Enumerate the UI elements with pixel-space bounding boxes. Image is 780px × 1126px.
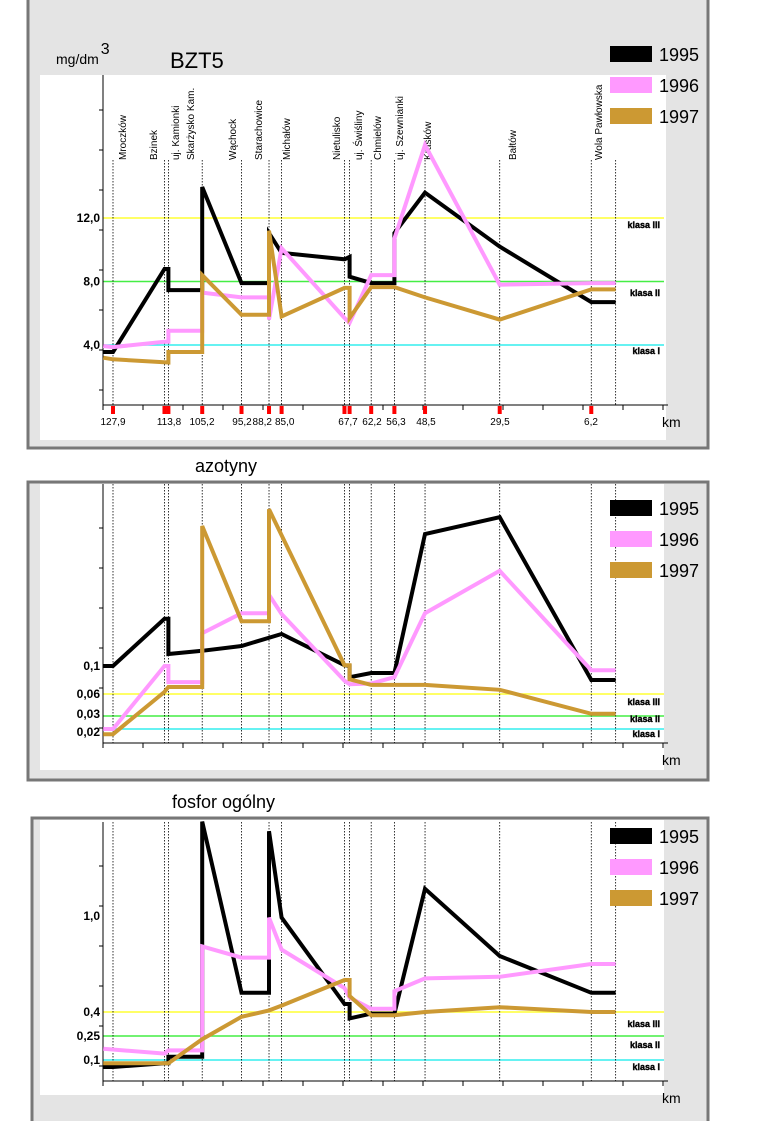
class-label: klasa III bbox=[627, 220, 660, 230]
x-axis-unit: km bbox=[662, 752, 681, 768]
x-axis-unit: km bbox=[662, 414, 681, 430]
km-marker bbox=[589, 406, 593, 414]
class-label: klasa II bbox=[630, 1040, 660, 1050]
legend-label: 1997 bbox=[659, 561, 699, 581]
station-label: Nietulisko bbox=[332, 116, 343, 160]
km-marker bbox=[200, 406, 204, 414]
station-label: Chmielów bbox=[373, 115, 384, 160]
legend-label: 1997 bbox=[659, 889, 699, 909]
km-label: 113,8 bbox=[157, 417, 182, 428]
chart-title: BZT5 bbox=[170, 48, 224, 73]
km-marker bbox=[111, 406, 115, 414]
station-label: Skarżysko Kam. bbox=[186, 88, 197, 160]
legend-swatch-1996 bbox=[610, 77, 652, 93]
legend-label: 1995 bbox=[659, 499, 699, 519]
km-label: 127,9 bbox=[100, 417, 125, 428]
y-unit-exponent: 3 bbox=[101, 41, 110, 58]
km-marker bbox=[498, 406, 502, 414]
legend-swatch-1996 bbox=[610, 531, 652, 547]
y-tick-label: 8,0 bbox=[83, 275, 100, 289]
y-tick-label: 0,25 bbox=[77, 1029, 101, 1043]
class-label: klasa I bbox=[632, 346, 660, 356]
plot-area bbox=[40, 484, 664, 770]
legend-label: 1997 bbox=[659, 107, 699, 127]
station-label: Bzinek bbox=[149, 129, 160, 160]
chart-title: azotyny bbox=[195, 456, 257, 476]
km-marker bbox=[369, 406, 373, 414]
legend-label: 1996 bbox=[659, 530, 699, 550]
class-label: klasa II bbox=[630, 288, 660, 298]
legend-label: 1995 bbox=[659, 827, 699, 847]
class-label: klasa II bbox=[630, 714, 660, 724]
plot-area bbox=[40, 75, 666, 440]
legend-swatch-1997 bbox=[610, 890, 652, 906]
km-marker bbox=[280, 406, 284, 414]
legend-label: 1996 bbox=[659, 858, 699, 878]
km-label: 105,2 bbox=[189, 417, 214, 428]
km-label: 95,2 bbox=[232, 417, 252, 428]
station-label: Michałów bbox=[282, 118, 293, 160]
legend-swatch-1997 bbox=[610, 562, 652, 578]
class-label: klasa III bbox=[627, 1019, 660, 1029]
x-axis-unit: km bbox=[662, 1090, 681, 1106]
station-label: uj. Świśliny bbox=[352, 111, 365, 160]
chart-panel-1: azotyny klasa III klasa II klasa I km 0,1 0,06… bbox=[28, 456, 708, 780]
km-label: 67,7 bbox=[338, 417, 358, 428]
km-marker bbox=[240, 406, 244, 414]
km-marker bbox=[348, 406, 352, 414]
station-label: Mroczków bbox=[118, 114, 129, 160]
km-label: 88,2 bbox=[253, 417, 273, 428]
y-tick-label: 4,0 bbox=[83, 338, 100, 352]
km-label: 85,0 bbox=[275, 417, 295, 428]
y-unit-base: mg/dm bbox=[56, 51, 99, 67]
km-label: 62,2 bbox=[362, 417, 382, 428]
legend-swatch-1997 bbox=[610, 108, 652, 124]
legend-swatch-1995 bbox=[610, 828, 652, 844]
chart-panel-0: BZT5 mg/dm3 klasa III klasa II klasa I Mroczk… bbox=[28, 0, 708, 448]
km-marker bbox=[392, 406, 396, 414]
class-label: klasa I bbox=[632, 729, 660, 739]
km-label: 6,2 bbox=[584, 417, 598, 428]
km-marker bbox=[162, 406, 166, 414]
station-label: Starachowice bbox=[254, 100, 265, 160]
km-label: 29,5 bbox=[490, 417, 510, 428]
chart-title: fosfor ogólny bbox=[172, 792, 275, 812]
km-marker bbox=[267, 406, 271, 414]
y-tick-label: 0,4 bbox=[83, 1005, 100, 1019]
class-label: klasa I bbox=[632, 1062, 660, 1072]
legend-label: 1996 bbox=[659, 76, 699, 96]
station-label: Bałtów bbox=[508, 129, 519, 160]
plot-area bbox=[40, 820, 664, 1095]
legend-swatch-1995 bbox=[610, 46, 652, 62]
km-marker bbox=[423, 406, 427, 414]
chart-panel-2: fosfor ogólny klasa III klasa II klasa I km 1… bbox=[32, 792, 708, 1121]
legend-swatch-1995 bbox=[610, 500, 652, 516]
y-tick-label: 0,03 bbox=[77, 707, 101, 721]
station-label: Wola Pawłowska bbox=[594, 84, 605, 160]
y-tick-label: 1,0 bbox=[83, 909, 100, 923]
km-marker bbox=[342, 406, 346, 414]
km-label: 56,3 bbox=[386, 417, 406, 428]
class-label: klasa III bbox=[627, 697, 660, 707]
y-tick-label: 12,0 bbox=[77, 211, 101, 225]
y-tick-label: 0,02 bbox=[77, 725, 101, 739]
station-label: uj. Szewnianki bbox=[395, 96, 406, 160]
station-label: Wąchock bbox=[228, 118, 239, 160]
y-tick-label: 0,06 bbox=[77, 687, 101, 701]
y-tick-label: 0,1 bbox=[83, 1053, 100, 1067]
km-label: 48,5 bbox=[416, 417, 436, 428]
legend-label: 1995 bbox=[659, 45, 699, 65]
km-marker bbox=[166, 406, 170, 414]
legend-swatch-1996 bbox=[610, 859, 652, 875]
station-label: uj. Kamionki bbox=[171, 106, 182, 160]
y-tick-label: 0,1 bbox=[83, 659, 100, 673]
